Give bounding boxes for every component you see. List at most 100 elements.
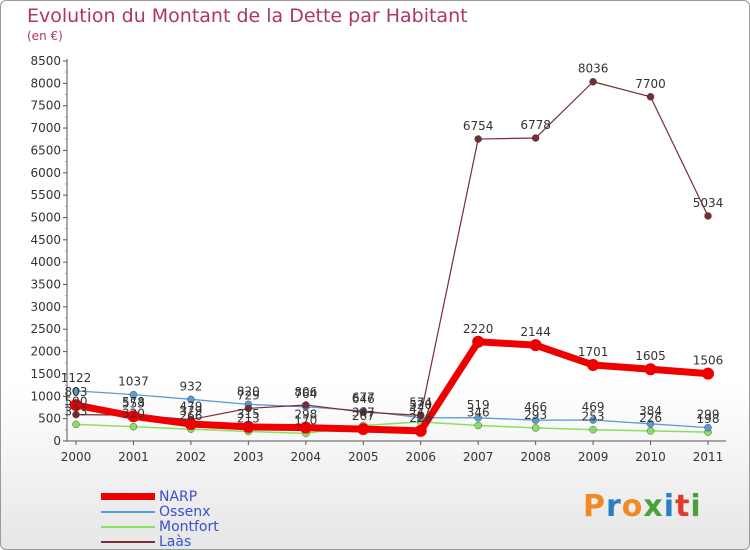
data-point <box>646 427 655 435</box>
data-point <box>359 408 367 416</box>
data-point <box>70 399 82 412</box>
data-point <box>472 335 485 348</box>
y-tick-label: 6500 <box>30 143 61 157</box>
legend-swatch <box>101 540 155 543</box>
data-label: 320 <box>122 407 145 421</box>
x-tick-label: 2009 <box>578 450 609 464</box>
legend-item: Ossenx <box>101 504 210 520</box>
legend-swatch <box>101 525 155 528</box>
data-label: 806 <box>294 385 317 399</box>
data-label: 8036 <box>578 62 609 76</box>
legend-swatch <box>101 493 155 500</box>
data-point <box>299 421 312 434</box>
x-tick-label: 2006 <box>405 450 436 464</box>
legend-label: NARP <box>159 488 198 505</box>
data-label: 1701 <box>578 345 609 359</box>
data-label: 1605 <box>635 349 666 363</box>
data-label: 1506 <box>693 354 724 368</box>
data-point <box>72 387 80 395</box>
data-label: 578 <box>122 395 145 409</box>
y-tick-label: 3500 <box>30 278 61 292</box>
data-point <box>704 212 712 220</box>
legend-item: Laàs <box>101 534 191 549</box>
legend-label: Montfort <box>159 518 219 535</box>
data-point <box>72 410 80 419</box>
y-tick-label: 4500 <box>30 233 61 247</box>
data-label: 346 <box>467 406 490 420</box>
data-label: 1037 <box>118 375 149 389</box>
data-label: 226 <box>639 411 662 425</box>
data-point <box>589 425 597 434</box>
x-tick-label: 2010 <box>635 450 666 464</box>
x-tick-label: 2011 <box>693 450 724 464</box>
data-point <box>474 421 482 430</box>
data-point <box>531 416 540 424</box>
x-tick-label: 2008 <box>520 450 551 464</box>
data-label: 469 <box>582 400 605 414</box>
data-label: 479 <box>179 400 202 414</box>
data-point <box>702 367 714 380</box>
y-tick-label: 2500 <box>30 322 61 336</box>
data-point <box>704 423 712 432</box>
data-label: 373 <box>65 404 88 418</box>
x-tick-label: 2003 <box>233 450 264 464</box>
data-point <box>587 358 600 371</box>
series-line-laàs <box>75 81 709 421</box>
data-point <box>474 414 482 422</box>
data-label: 2144 <box>520 325 551 339</box>
data-point <box>184 418 197 431</box>
series-line-montfort <box>75 421 709 435</box>
data-point <box>129 422 138 431</box>
x-tick-label: 2004 <box>291 450 322 464</box>
data-label: 2220 <box>463 322 494 336</box>
data-point <box>129 390 138 399</box>
data-point <box>646 93 655 101</box>
data-point <box>357 423 370 436</box>
x-tick-label: 2002 <box>176 450 207 464</box>
data-point <box>531 424 540 432</box>
data-label: 213 <box>237 411 260 425</box>
data-point <box>187 395 195 404</box>
data-label: 347 <box>352 405 375 419</box>
data-label: 677 <box>352 391 375 405</box>
data-label: 5034 <box>693 196 724 210</box>
chart-subtitle: (en €) <box>27 29 63 43</box>
y-tick-label: 8000 <box>30 76 61 90</box>
x-tick-label: 2007 <box>463 450 494 464</box>
data-point <box>644 363 657 376</box>
data-label: 315 <box>237 407 260 421</box>
data-label: 590 <box>65 395 88 409</box>
x-tick-label: 2000 <box>61 450 92 464</box>
y-tick-label: 500 <box>38 412 61 426</box>
data-point <box>529 339 542 352</box>
data-point <box>589 416 597 424</box>
data-label: 646 <box>352 392 375 406</box>
y-tick-label: 8500 <box>30 54 61 68</box>
y-tick-label: 5000 <box>30 210 61 224</box>
data-point <box>474 135 482 143</box>
data-label: 427 <box>409 402 432 416</box>
data-point <box>302 401 310 409</box>
data-point <box>242 420 255 433</box>
y-tick-label: 3000 <box>30 300 61 314</box>
y-tick-label: 5500 <box>30 188 61 202</box>
data-label: 466 <box>524 400 547 414</box>
x-tick-label: 2005 <box>348 450 379 464</box>
y-tick-label: 7500 <box>30 99 61 113</box>
x-tick-label: 2001 <box>118 450 149 464</box>
data-label: 519 <box>467 398 490 412</box>
data-point <box>589 78 597 86</box>
data-label: 267 <box>352 409 375 423</box>
data-label: 932 <box>179 379 202 393</box>
y-tick-label: 0 <box>53 434 61 448</box>
data-point <box>414 424 427 437</box>
data-point <box>646 420 655 428</box>
data-label: 299 <box>697 408 720 422</box>
data-point <box>244 404 253 413</box>
data-label: 803 <box>65 385 88 399</box>
legend-swatch <box>101 510 155 513</box>
y-tick-label: 2000 <box>30 345 61 359</box>
legend-item: NARP <box>101 488 198 505</box>
